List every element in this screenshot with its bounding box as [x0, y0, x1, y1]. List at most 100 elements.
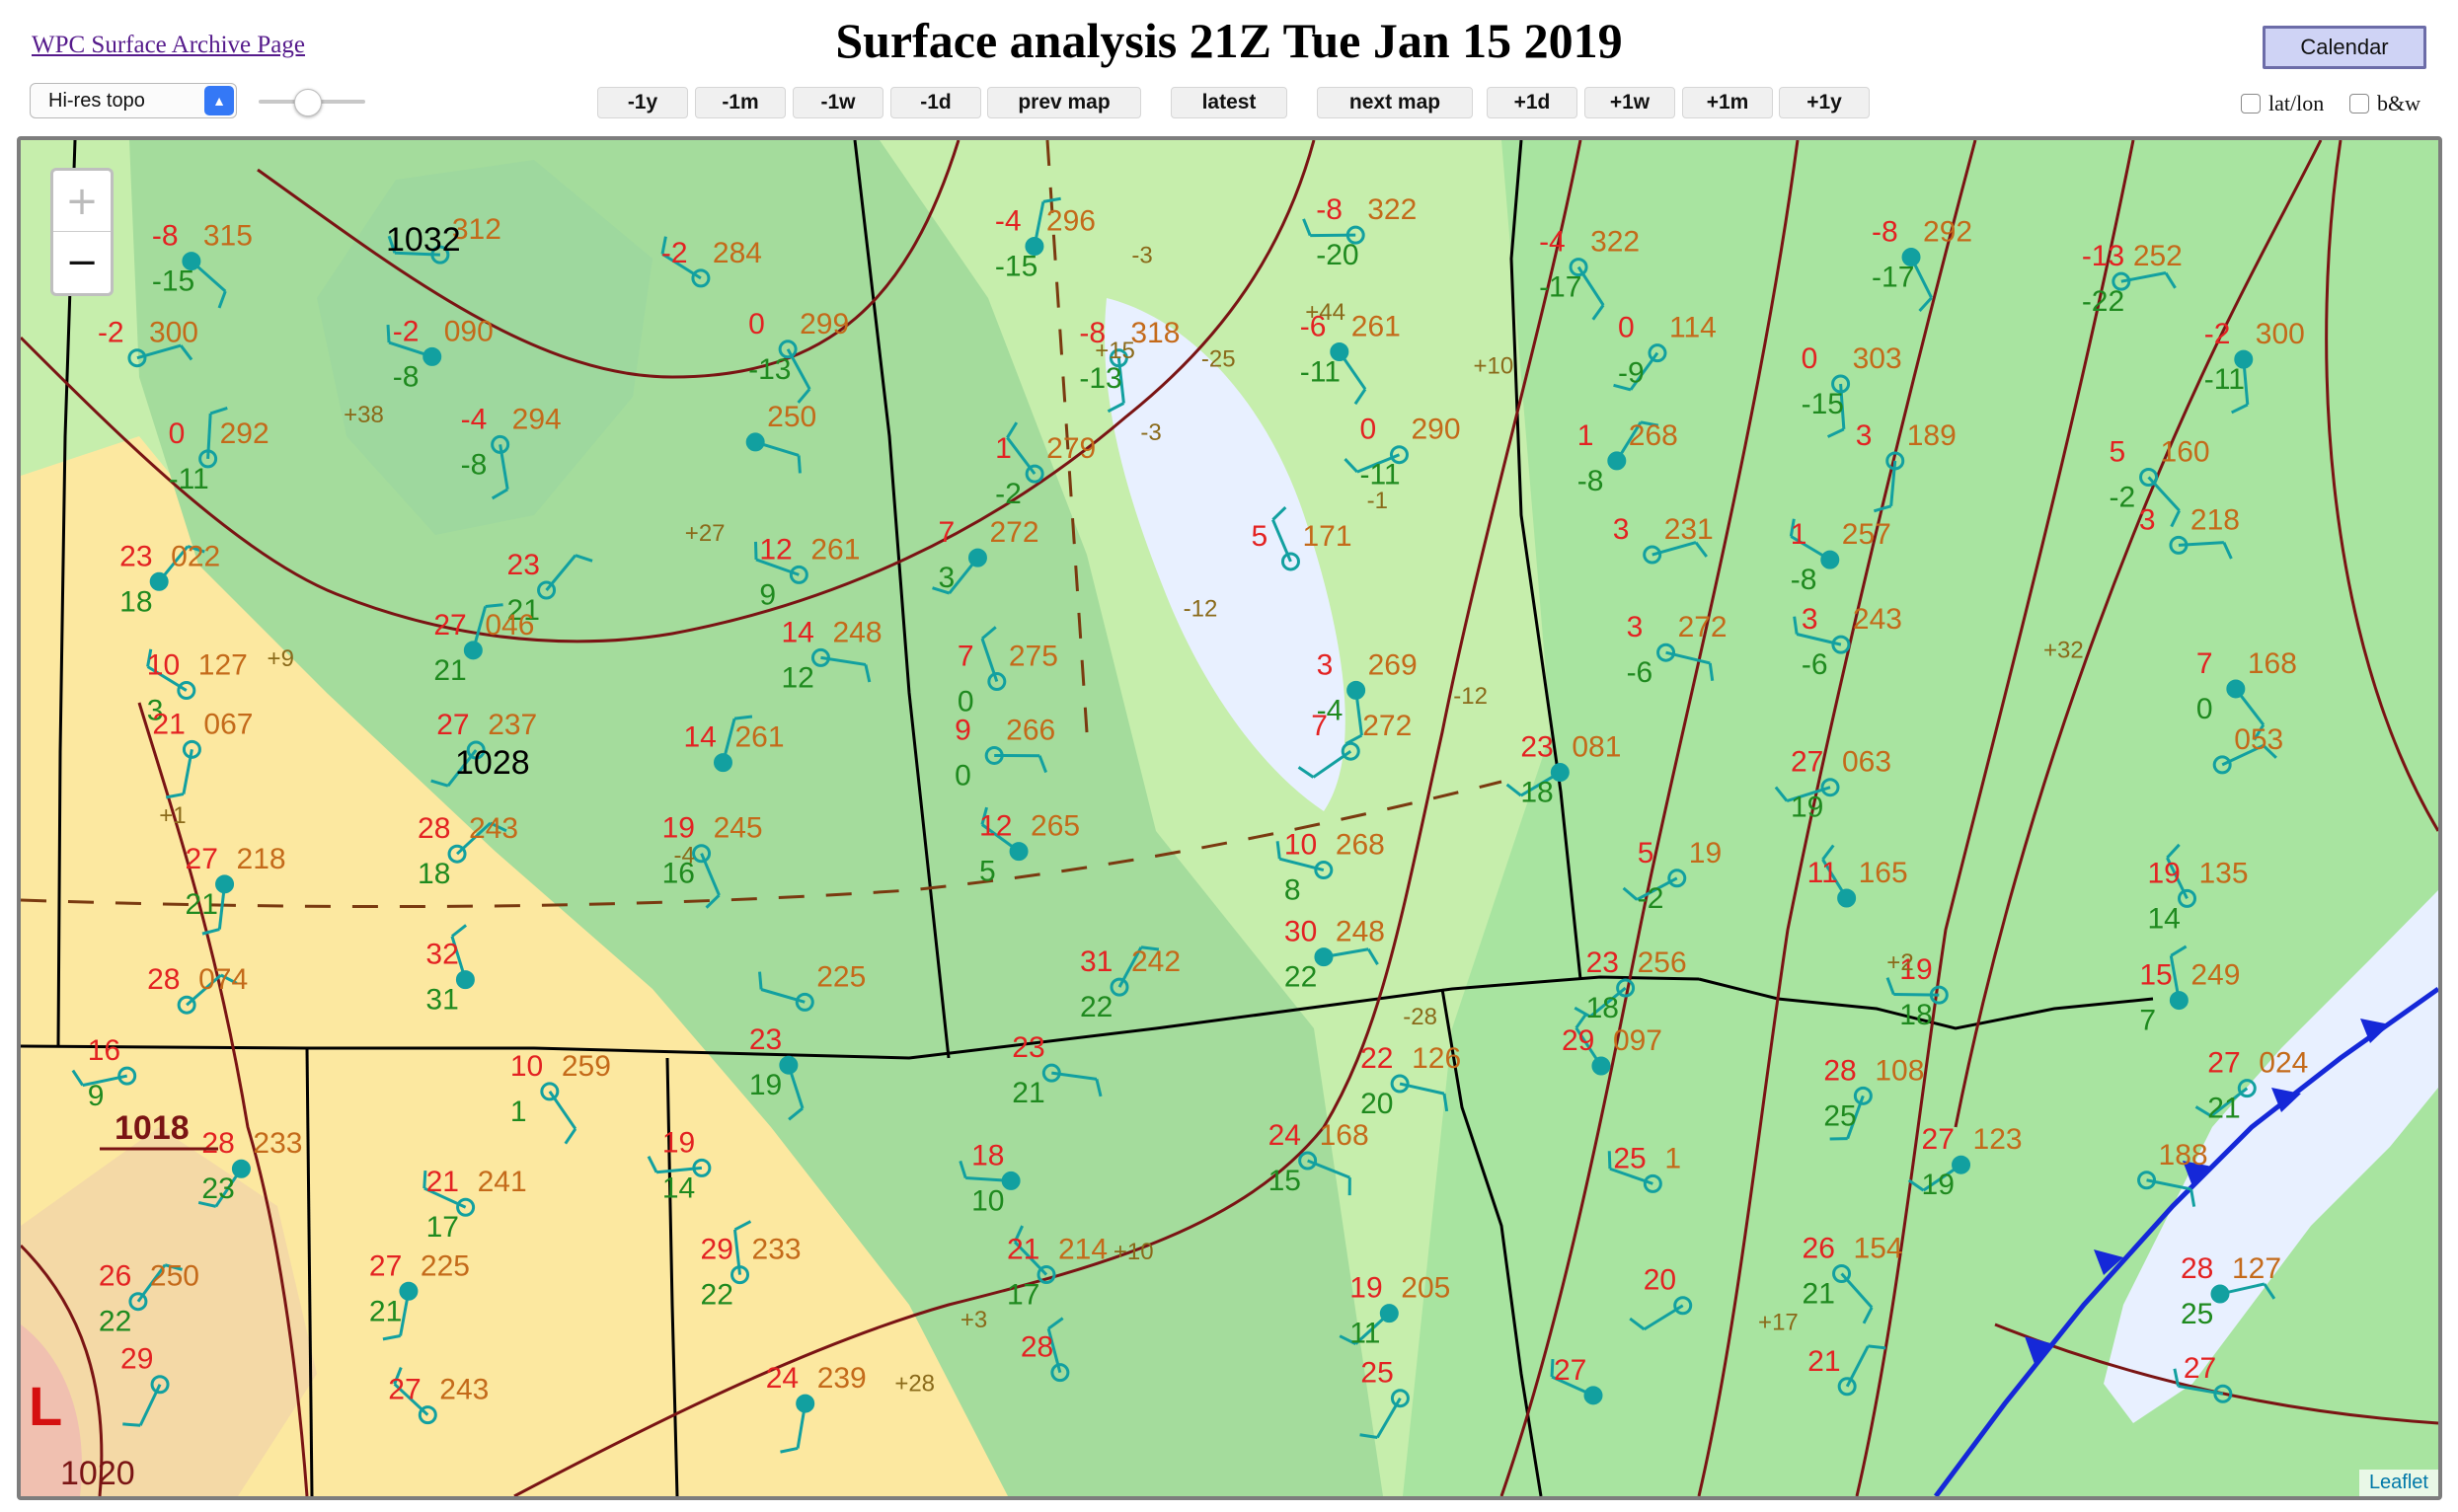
wind-barb-feather	[733, 715, 753, 720]
wind-barb-feather	[2170, 509, 2182, 528]
latlon-checkbox[interactable]: lat/lon	[2241, 91, 2324, 116]
temperature-label: 0	[169, 417, 186, 450]
station-plot: 28 233 23	[197, 1127, 302, 1208]
pressure-label: 303	[1853, 342, 1902, 375]
wpc-archive-link[interactable]: WPC Surface Archive Page	[32, 32, 306, 58]
zoom-out-button[interactable]: −	[65, 240, 99, 285]
minus-1-year-button[interactable]: -1y	[597, 87, 688, 118]
temperature-label: 14	[781, 616, 813, 648]
pressure-tendency-layer: -12+38+3 +17+10+15+32+27+9+28+2+44-3-12-4…	[159, 242, 2083, 1397]
bw-checkbox-box[interactable]	[2349, 94, 2369, 113]
temperature-label: 3	[1317, 648, 1334, 681]
pressure-label: 154	[1854, 1232, 1903, 1264]
station-plot: 10 268 8	[1275, 829, 1385, 907]
station-circle	[1885, 451, 1905, 471]
station-circle	[1001, 1171, 1021, 1190]
wind-barb-feather	[660, 236, 667, 255]
station-circle	[463, 641, 483, 660]
latlon-checkbox-box[interactable]	[2241, 94, 2261, 113]
temperature-label: 26	[1803, 1232, 1835, 1264]
station-circle	[967, 548, 987, 567]
station-circle	[730, 1265, 750, 1285]
pressure-tendency-label: +3	[960, 1307, 987, 1333]
dewpoint-label: -17	[1539, 271, 1581, 304]
station-circle	[1648, 343, 1667, 363]
basemap-select[interactable]: Hi-res topo ▲︎	[30, 83, 237, 118]
latest-button[interactable]: latest	[1171, 87, 1287, 118]
wind-barb-feather	[1344, 458, 1358, 474]
dewpoint-label: 15	[1268, 1165, 1301, 1197]
zoom-control[interactable]: + −	[50, 168, 114, 296]
pressure-tendency-label: +17	[1758, 1309, 1799, 1335]
plus-1-week-button[interactable]: +1w	[1584, 87, 1675, 118]
station-plot: 0 303 -15	[1802, 342, 1902, 438]
station-circle	[1831, 374, 1851, 394]
station-plot: 7 272 3	[932, 516, 1039, 595]
opacity-slider[interactable]	[259, 87, 365, 116]
station-circle	[1037, 1265, 1056, 1285]
temperature-label: 15	[2139, 959, 2172, 992]
dewpoint-label: 18	[119, 585, 152, 618]
station-circle	[1901, 248, 1921, 267]
pressure-label: 081	[1572, 731, 1621, 764]
station-circle	[796, 1394, 815, 1413]
station-circle	[1050, 1363, 1070, 1383]
station-circle	[1583, 1386, 1603, 1405]
calendar-button[interactable]: Calendar	[2263, 26, 2426, 69]
isobar-line	[257, 140, 960, 379]
wind-barb-feather	[1868, 1344, 1886, 1350]
wind-barb-feather	[197, 1200, 217, 1208]
station-plot: 312	[387, 213, 501, 265]
station-plot: 3 272 -6	[1627, 611, 1728, 689]
station-circle	[987, 672, 1007, 692]
next-map-button[interactable]: next map	[1317, 87, 1473, 118]
dewpoint-label: -15	[1802, 388, 1844, 420]
plus-1-year-button[interactable]: +1y	[1779, 87, 1870, 118]
station-circle	[1667, 869, 1687, 888]
prev-map-button[interactable]: prev map	[987, 87, 1141, 118]
station-plot: 25 1	[1607, 1142, 1681, 1193]
wind-barb-feather	[1505, 783, 1522, 797]
station-plot: 28 108 25	[1823, 1054, 1924, 1141]
station-plot: 24 168 15	[1268, 1119, 1369, 1197]
station-circle	[2210, 1284, 2230, 1304]
page-title: Surface analysis 21Z Tue Jan 15 2019	[835, 13, 1623, 68]
wind-barb-feather	[1622, 886, 1639, 901]
minus-1-day-button[interactable]: -1d	[890, 87, 981, 118]
leaflet-attribution[interactable]: Leaflet	[2358, 1470, 2438, 1496]
temperature-label: 27	[388, 1374, 421, 1406]
great-lake	[2104, 890, 2438, 1423]
dewpoint-label: 21	[507, 594, 540, 627]
station-circle	[491, 434, 510, 454]
station-plot: 24 239	[766, 1362, 867, 1454]
map-container[interactable]: -8 315 -15 312 -2 284 -4 296 -15 -8 322 -20 -4 322 -17…	[17, 136, 2442, 1500]
temperature-label: -4	[1539, 226, 1566, 259]
station-circle	[215, 874, 235, 894]
station-plot: 22 126 20	[1360, 1042, 1461, 1120]
temperature-label: 27	[1922, 1123, 1955, 1156]
pressure-label: 261	[1351, 311, 1401, 343]
bw-checkbox[interactable]: b&w	[2349, 91, 2420, 116]
pressure-tendency-label: +28	[894, 1370, 935, 1397]
station-plot: -13 252 -22	[2082, 240, 2183, 318]
station-plot: 0 290 -11	[1344, 414, 1461, 491]
temperature-label: -2	[661, 237, 688, 269]
wind-barb-feather	[705, 894, 721, 909]
plus-1-day-button[interactable]: +1d	[1487, 87, 1577, 118]
dewpoint-label: -2	[995, 478, 1022, 510]
station-plot: 27 123 19	[1907, 1123, 2023, 1201]
plus-1-month-button[interactable]: +1m	[1682, 87, 1773, 118]
temperature-label: -8	[1079, 317, 1106, 349]
temperature-label: 29	[120, 1343, 153, 1376]
pressure-label: 225	[816, 960, 866, 993]
station-plot: 19 135 14	[2148, 843, 2249, 935]
pressure-label: 123	[1973, 1123, 2023, 1156]
slider-thumb[interactable]	[294, 89, 322, 116]
wind-barb-feather	[2189, 1188, 2196, 1207]
station-plot: 27 063 19	[1774, 746, 1891, 824]
station-plot: 10 127 3	[146, 648, 248, 727]
zoom-in-button[interactable]: +	[53, 171, 111, 232]
minus-1-month-button[interactable]: -1m	[695, 87, 786, 118]
minus-1-week-button[interactable]: -1w	[793, 87, 883, 118]
